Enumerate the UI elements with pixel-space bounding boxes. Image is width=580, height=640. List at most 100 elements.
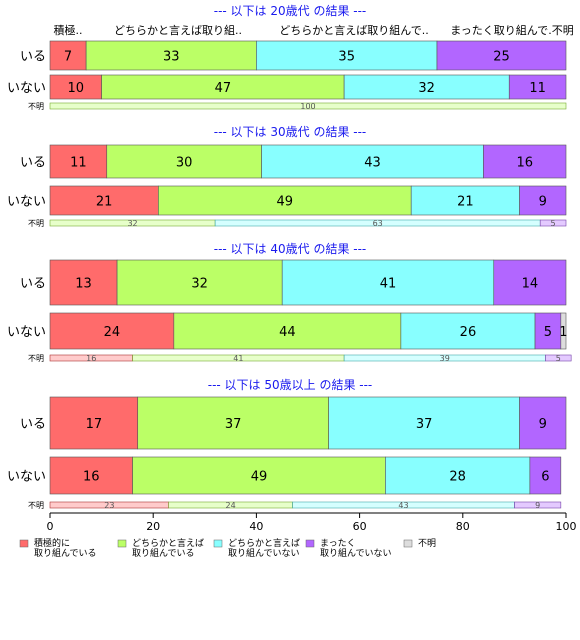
x-tick-label: 60 — [353, 520, 367, 533]
x-tick-label: 100 — [556, 520, 577, 533]
legend-label: 不明 — [418, 538, 436, 549]
data-label: 7 — [64, 50, 72, 65]
data-label: 37 — [416, 417, 433, 432]
unknown-data-label: 24 — [226, 501, 236, 510]
bar-segment — [560, 312, 567, 350]
legend-swatch — [117, 539, 127, 548]
bar-segment — [49, 185, 159, 216]
data-label: 44 — [279, 325, 296, 340]
bar-segment — [519, 185, 567, 216]
row-label: いる — [20, 277, 46, 292]
unknown-data-label: 100 — [300, 102, 315, 111]
bar-segment — [519, 396, 567, 450]
bar-segment — [410, 185, 520, 216]
data-label: 33 — [163, 50, 180, 65]
data-label: 49 — [251, 470, 268, 485]
data-label: 41 — [380, 277, 397, 292]
row-label: いる — [20, 156, 46, 171]
data-label: 9 — [539, 417, 547, 432]
bar-segment — [529, 456, 562, 495]
unknown-data-label: 5 — [551, 219, 556, 228]
unknown-row-label: 不明 — [28, 102, 44, 111]
unknown-data-label: 23 — [104, 501, 114, 510]
data-label: 25 — [493, 50, 510, 65]
x-tick-label: 80 — [456, 520, 470, 533]
column-header: どちらかと言えば取り組んで.. — [279, 24, 428, 37]
data-label: 24 — [104, 325, 121, 340]
row-label: いない — [7, 195, 46, 210]
data-label: 16 — [83, 470, 100, 485]
unknown-data-label: 32 — [127, 219, 137, 228]
data-label: 32 — [418, 81, 435, 96]
data-label: 6 — [541, 470, 549, 485]
bar-segment — [158, 185, 412, 216]
bar-segment — [508, 74, 567, 100]
bar-segment — [49, 396, 139, 450]
unknown-bar-segment — [539, 219, 567, 227]
legend-label: どちらかと言えば取り組んでいる — [132, 537, 204, 559]
bar-segment — [49, 74, 102, 100]
bar-segment — [101, 74, 345, 100]
bar-segment — [49, 259, 118, 306]
unknown-bar-segment — [49, 102, 567, 110]
data-label: 35 — [338, 50, 355, 65]
unknown-data-label: 16 — [86, 354, 96, 363]
data-label: 16 — [516, 156, 533, 171]
x-tick-label: 20 — [146, 520, 160, 533]
column-header: まったく取り組んで.不明 — [450, 24, 574, 37]
legend-swatch — [305, 539, 315, 548]
unknown-row-label: 不明 — [28, 219, 44, 228]
unknown-row-label: 不明 — [28, 501, 44, 510]
bar-segment — [328, 396, 520, 450]
row-label: いる — [20, 417, 46, 432]
x-tick-label: 40 — [249, 520, 263, 533]
data-label: 28 — [449, 470, 466, 485]
row-label: いない — [7, 325, 46, 340]
unknown-bar-segment — [545, 354, 572, 362]
data-label: 14 — [522, 277, 539, 292]
data-label: 26 — [460, 325, 477, 340]
legend-swatch — [19, 539, 29, 548]
bar-segment — [256, 40, 438, 71]
bar-segment — [106, 144, 262, 179]
bar-segment — [534, 312, 562, 350]
unknown-data-label: 9 — [535, 501, 540, 510]
panel-title: --- 以下は 50歳以上 の結果 --- — [208, 378, 373, 392]
bar-segment — [493, 259, 567, 306]
row-label: いる — [20, 50, 46, 65]
bar-segment — [137, 396, 329, 450]
x-tick-label: 0 — [47, 520, 54, 533]
data-label: 43 — [364, 156, 381, 171]
data-label: 32 — [191, 277, 208, 292]
panel-title: --- 以下は 30歳代 の結果 --- — [214, 125, 367, 139]
data-label: 1 — [559, 325, 567, 340]
bar-segment — [261, 144, 484, 179]
unknown-data-label: 43 — [398, 501, 408, 510]
bar-segment — [49, 40, 87, 71]
bar-segment — [49, 312, 175, 350]
legend-label: 積極的に取り組んでいる — [34, 537, 97, 559]
row-label: いない — [7, 470, 46, 485]
bar-segment — [85, 40, 257, 71]
bar-segment — [281, 259, 495, 306]
bar-segment — [49, 456, 133, 495]
data-label: 17 — [86, 417, 103, 432]
legend-label: どちらかと言えば取り組んでいない — [228, 537, 300, 559]
unknown-data-label: 41 — [233, 354, 243, 363]
row-label: いない — [7, 81, 46, 96]
data-label: 5 — [544, 325, 552, 340]
data-label: 37 — [225, 417, 242, 432]
column-header: 積極.. — [54, 23, 83, 37]
data-label: 49 — [277, 195, 294, 210]
data-label: 30 — [176, 156, 193, 171]
panel-title: --- 以下は 40歳代 の結果 --- — [214, 242, 367, 256]
data-label: 9 — [539, 195, 547, 210]
data-label: 47 — [215, 81, 232, 96]
legend-label: まったく取り組んでいない — [320, 538, 392, 559]
bar-segment — [400, 312, 536, 350]
bar-segment — [343, 74, 510, 100]
unknown-row-label: 不明 — [28, 354, 44, 363]
legend-swatch — [403, 539, 413, 548]
